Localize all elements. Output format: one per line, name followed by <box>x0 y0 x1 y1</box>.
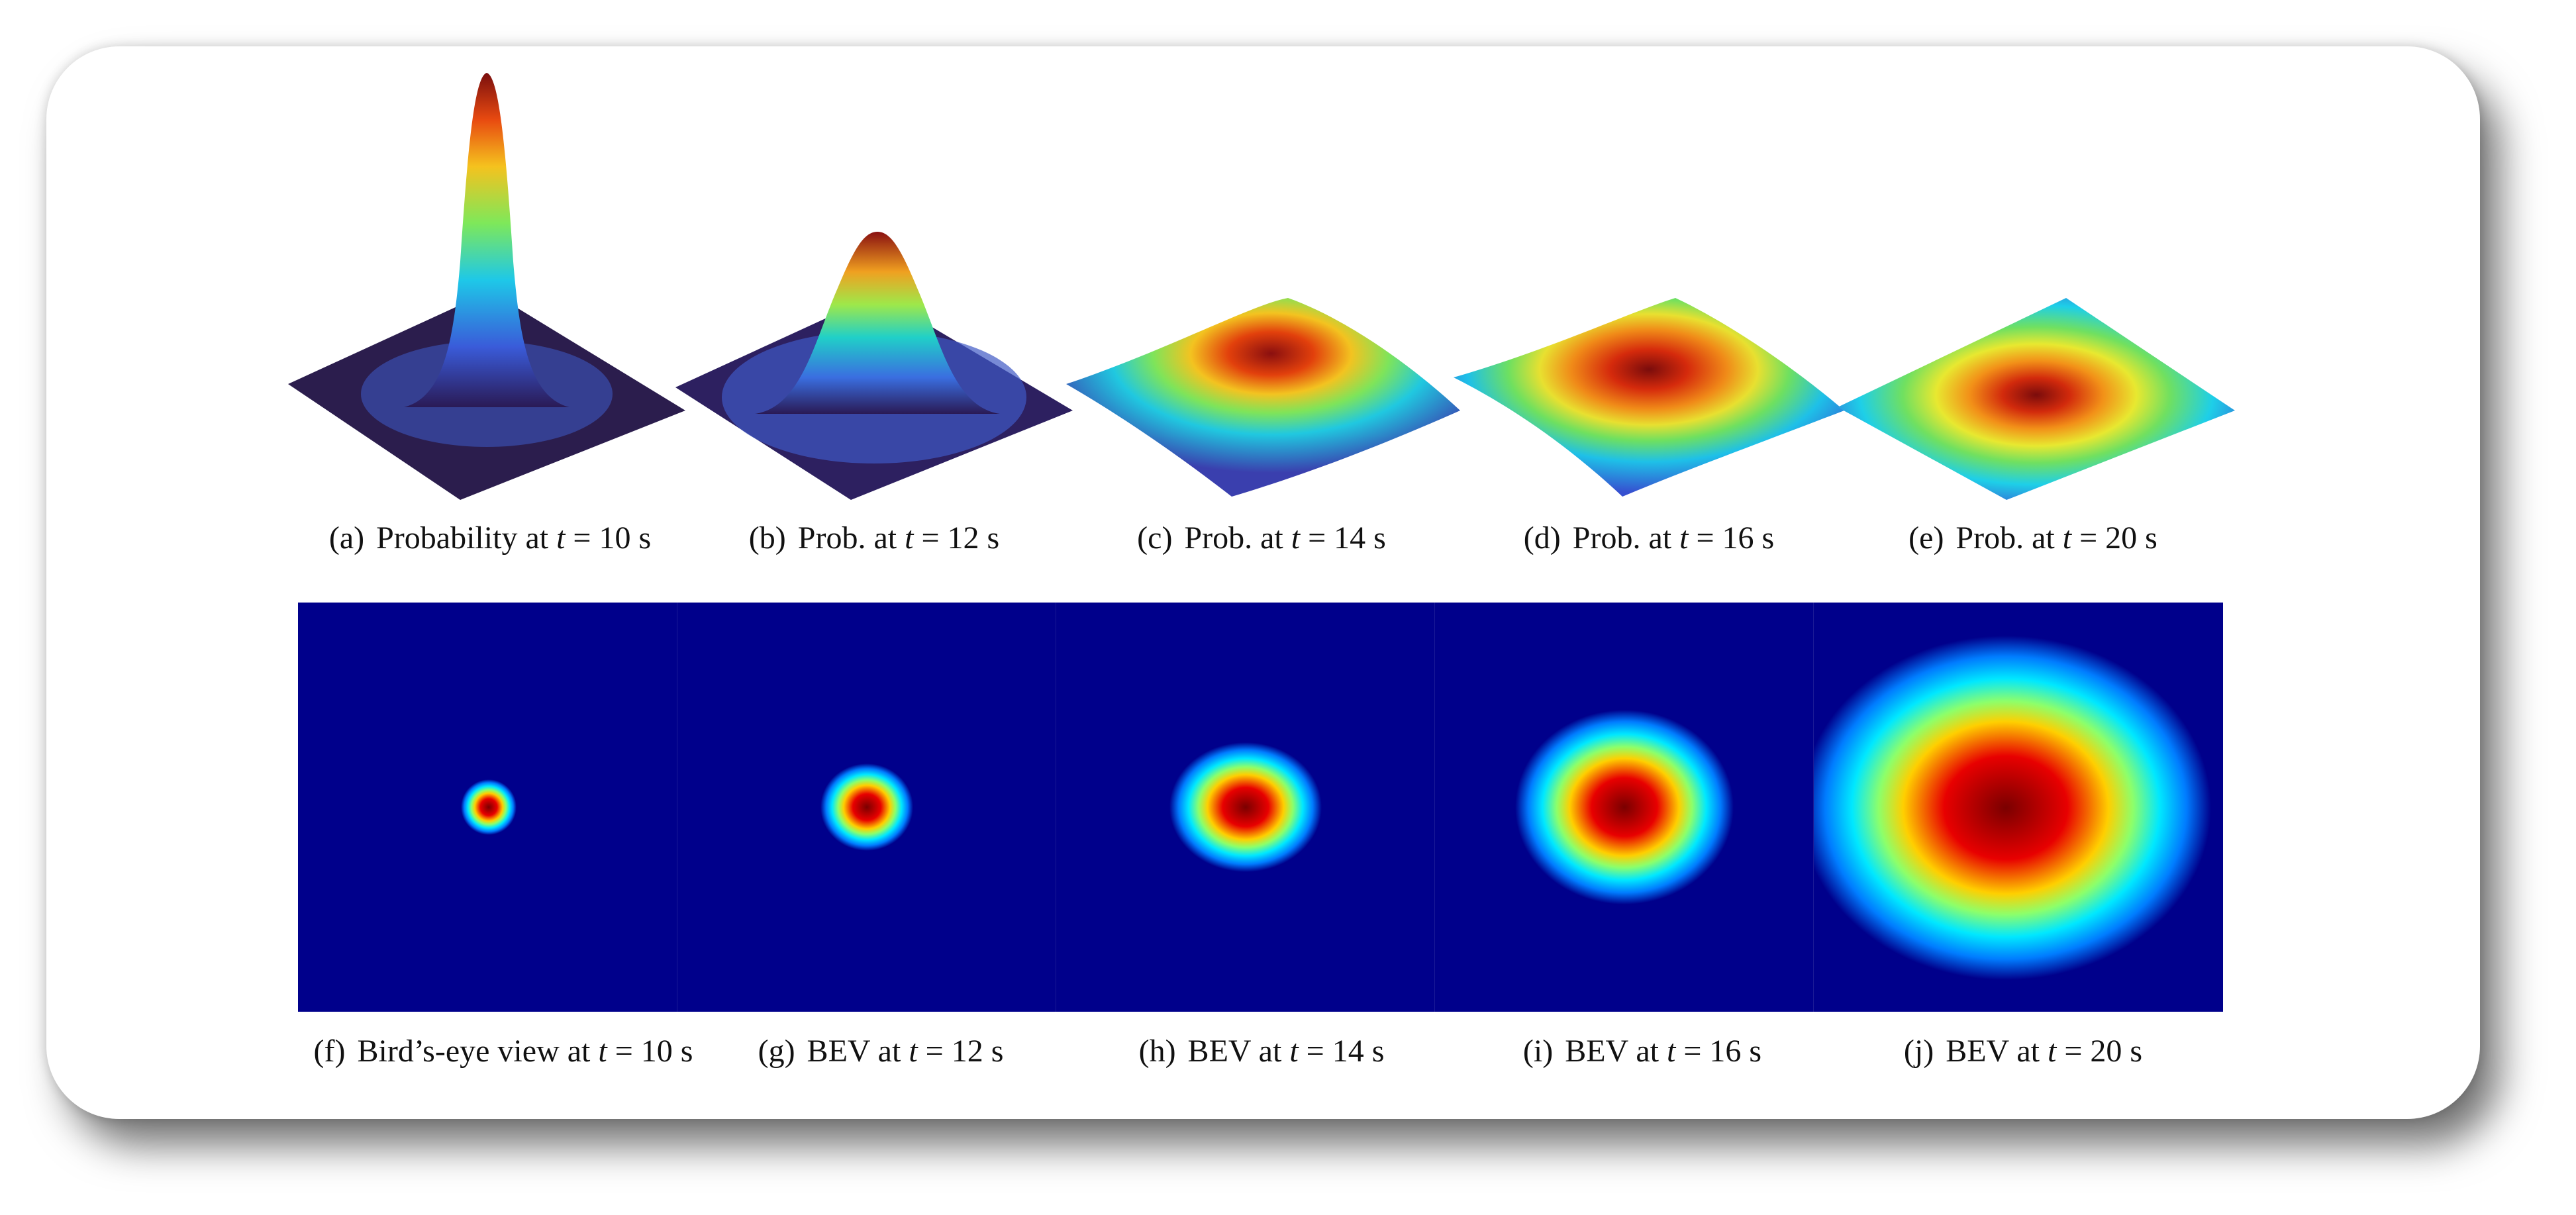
surface-plot-b <box>675 232 1073 500</box>
caption-j: (j) BEV at t = 20 s <box>1903 1034 2143 1069</box>
caption-d: (d) Prob. at t = 16 s <box>1523 520 1775 556</box>
bev-blob-h <box>1169 742 1322 872</box>
surface-plot-c <box>1066 298 1460 497</box>
bev-panel-h <box>1056 603 1435 1012</box>
caption-h: (h) BEV at t = 14 s <box>1138 1034 1385 1069</box>
bev-panel-f <box>298 603 677 1012</box>
caption-e: (e) Prob. at t = 20 s <box>1908 520 2157 556</box>
bev-blob-g <box>820 763 913 851</box>
caption-i: (i) BEV at t = 16 s <box>1522 1034 1762 1069</box>
surface-plot-e <box>1838 298 2235 500</box>
bev-panel-g <box>677 603 1056 1012</box>
caption-c: (c) Prob. at t = 14 s <box>1137 520 1386 556</box>
bev-heatmap-strip <box>298 603 2223 1012</box>
caption-f: (f) Bird’s-eye view at t = 10 s <box>313 1034 693 1069</box>
bev-panel-j <box>1813 603 2224 1012</box>
caption-g: (g) BEV at t = 12 s <box>758 1034 1004 1069</box>
caption-a: (a) Probability at t = 10 s <box>328 520 652 556</box>
caption-b: (b) Prob. at t = 12 s <box>748 520 1000 556</box>
bev-blob-j <box>1814 636 2211 980</box>
surface-plot-d <box>1454 298 1844 497</box>
surface-plot-a <box>288 73 685 500</box>
bev-blob-i <box>1515 710 1734 904</box>
bev-panel-i <box>1434 603 1814 1012</box>
bev-blob-f <box>461 779 517 835</box>
